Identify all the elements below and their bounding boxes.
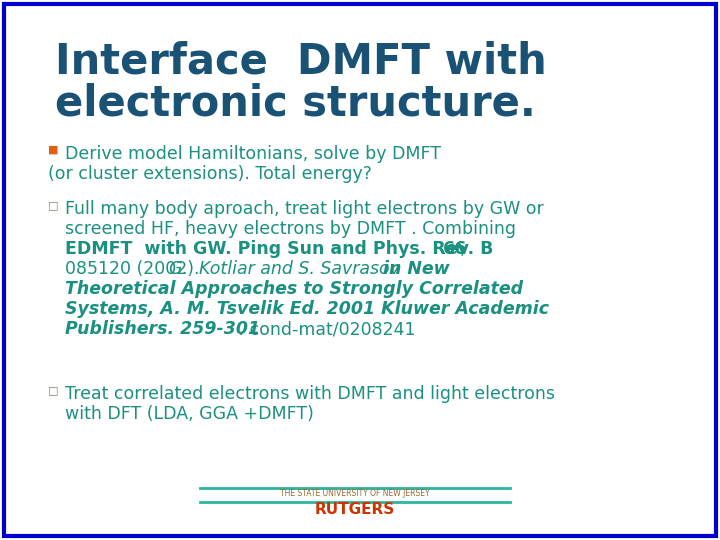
Text: Derive model Hamiltonians, solve by DMFT: Derive model Hamiltonians, solve by DMFT [65, 145, 441, 163]
Text: □: □ [48, 385, 58, 395]
Text: Publishers. 259-301: Publishers. 259-301 [65, 320, 260, 338]
Text: (or cluster extensions). Total energy?: (or cluster extensions). Total energy? [48, 165, 372, 183]
Text: G.  Kotliar and S. Savrasov: G. Kotliar and S. Savrasov [169, 260, 400, 278]
Text: Systems, A. M. Tsvelik Ed. 2001 Kluwer Academic: Systems, A. M. Tsvelik Ed. 2001 Kluwer A… [65, 300, 549, 318]
Text: □: □ [48, 200, 58, 210]
Text: . cond-mat/0208241: . cond-mat/0208241 [233, 320, 415, 338]
Text: Treat correlated electrons with DMFT and light electrons: Treat correlated electrons with DMFT and… [65, 385, 555, 403]
Text: Full many body aproach, treat light electrons by GW or: Full many body aproach, treat light elec… [65, 200, 544, 218]
Text: EDMFT  with GW. Ping Sun and Phys. Rev. B: EDMFT with GW. Ping Sun and Phys. Rev. B [65, 240, 500, 258]
Text: 085120 (2002).: 085120 (2002). [65, 260, 205, 278]
Text: RUTGERS: RUTGERS [315, 502, 395, 517]
Text: Interface  DMFT with: Interface DMFT with [55, 40, 546, 82]
Text: THE STATE UNIVERSITY OF NEW JERSEY: THE STATE UNIVERSITY OF NEW JERSEY [280, 489, 430, 497]
Text: with DFT (LDA, GGA +DMFT): with DFT (LDA, GGA +DMFT) [65, 405, 314, 423]
Text: screened HF, heavy electrons by DMFT . Combining: screened HF, heavy electrons by DMFT . C… [65, 220, 516, 238]
Text: 66: 66 [443, 240, 467, 258]
Text: ■: ■ [48, 145, 58, 155]
Text: Theoretical Approaches to Strongly Correlated: Theoretical Approaches to Strongly Corre… [65, 280, 523, 298]
Text: in New: in New [377, 260, 449, 278]
Text: ,: , [460, 240, 466, 258]
Text: electronic structure.: electronic structure. [55, 82, 536, 124]
